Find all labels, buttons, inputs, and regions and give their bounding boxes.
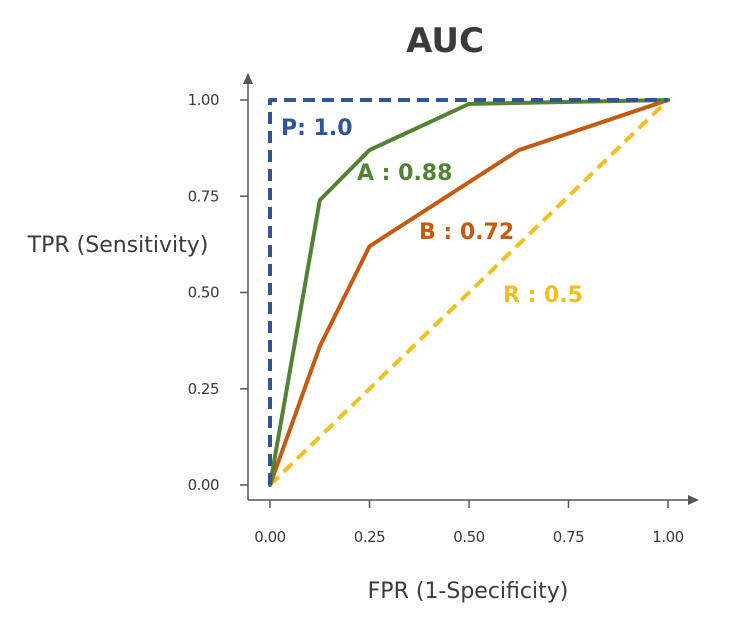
- ticks: 0.00 0.25 0.50 0.75 1.00 0.00 0.25 0.50 0.75 1.00: [188, 91, 685, 546]
- series-label-0: P: 1.0: [281, 116, 353, 141]
- y-axis-arrow: [243, 73, 253, 84]
- x-tick-label: 1.00: [652, 528, 683, 546]
- x-tick-label: 0.25: [354, 528, 385, 546]
- y-axis-label: TPR (Sensitivity): [27, 233, 209, 258]
- y-tick-label: 0.75: [188, 187, 219, 205]
- x-axis-arrow: [688, 495, 699, 505]
- chart-title: AUC: [406, 21, 484, 61]
- y-tick-label: 0.50: [188, 284, 219, 302]
- y-tick-label: 1.00: [188, 91, 219, 109]
- y-tick-label: 0.25: [188, 380, 219, 398]
- series-line-0: [268, 98, 668, 485]
- series-label-2: B : 0.72: [419, 220, 514, 245]
- series-label-3: R : 0.5: [503, 283, 583, 308]
- series-labels: P: 1.0A : 0.88 B : 0.72 R : 0.5: [281, 116, 583, 308]
- x-tick-label: 0.75: [553, 528, 584, 546]
- series-layer: [268, 98, 670, 487]
- series-label-1: A : 0.88: [357, 161, 452, 186]
- series-line-2: [268, 98, 670, 487]
- x-axis-label: FPR (1-Specificity): [368, 579, 569, 604]
- series-line-3: [268, 98, 670, 487]
- series-line-1: [268, 98, 670, 487]
- x-tick-label: 0.00: [254, 528, 285, 546]
- y-tick-label: 0.00: [188, 476, 219, 494]
- x-tick-label: 0.50: [453, 528, 484, 546]
